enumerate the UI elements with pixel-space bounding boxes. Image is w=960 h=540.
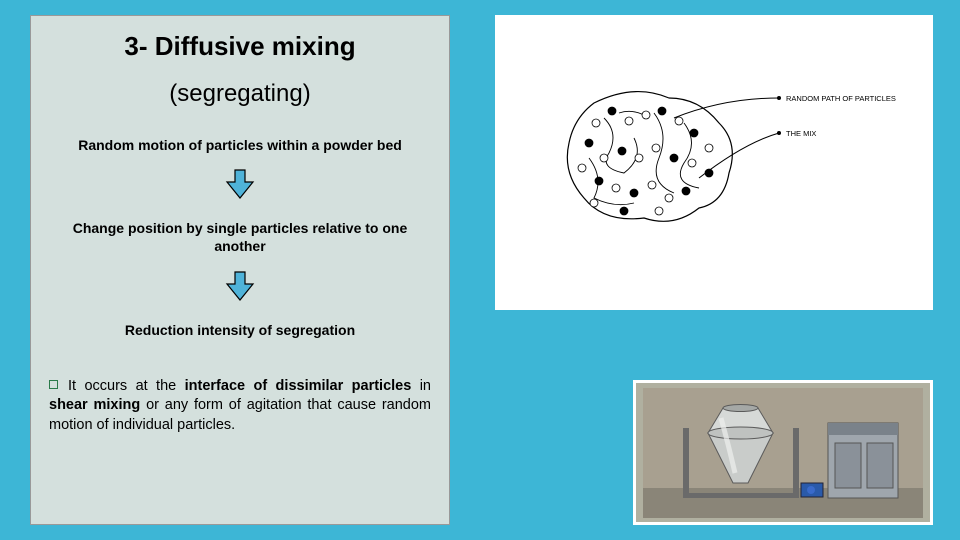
arrow-2 [49, 270, 431, 307]
step-1: Random motion of particles within a powd… [49, 136, 431, 154]
body-mid1: in [411, 378, 431, 394]
legend-1: RANDOM PATH OF PARTICLES [786, 94, 896, 103]
diagram-panel: RANDOM PATH OF PARTICLES THE MIX [495, 15, 933, 310]
step-2: Change position by single particles rela… [49, 219, 431, 255]
content-panel: 3- Diffusive mixing (segregating) Random… [30, 15, 450, 525]
particle-diagram: RANDOM PATH OF PARTICLES THE MIX [524, 63, 904, 263]
legend-2: THE MIX [786, 129, 816, 138]
body-paragraph: It occurs at the interface of dissimilar… [49, 377, 431, 436]
body-em1: interface of dissimilar particles [185, 378, 412, 394]
bullet-icon [49, 380, 58, 389]
body-em2: shear mixing [49, 397, 140, 413]
arrow-1 [49, 168, 431, 205]
slide-subtitle: (segregating) [49, 80, 431, 108]
machine-photo [633, 380, 933, 525]
step-3: Reduction intensity of segregation [49, 321, 431, 339]
body-prefix: It occurs at the [68, 378, 185, 394]
slide-title: 3- Diffusive mixing [49, 31, 431, 62]
